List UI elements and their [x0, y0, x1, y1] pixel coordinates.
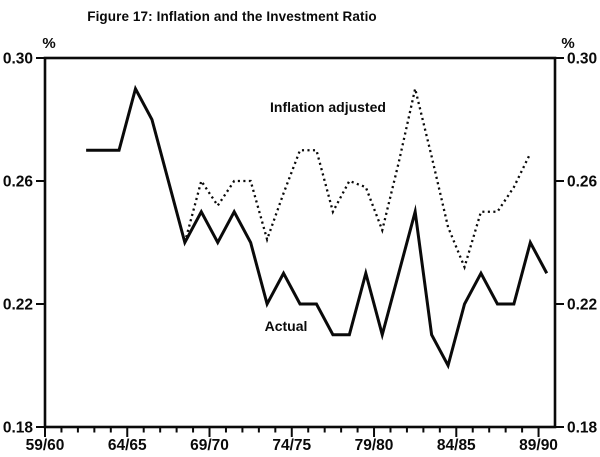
- y-tick-label-left: 0.26: [3, 174, 34, 191]
- y-tick-label-right: 0.18: [567, 420, 598, 437]
- series-label-inflation-adjusted: Inflation adjusted: [270, 99, 386, 115]
- series-label-actual: Actual: [265, 318, 308, 334]
- x-tick-label: 64/65: [108, 437, 147, 454]
- x-tick-label: 74/75: [272, 437, 311, 454]
- y-right-unit-label: %: [561, 35, 574, 52]
- plot-frame: [43, 56, 557, 429]
- y-tick-label-left: 0.18: [3, 420, 34, 437]
- y-tick-label-left: 0.30: [3, 51, 33, 68]
- x-tick-label: 84/85: [437, 437, 476, 454]
- y-left-unit-label: %: [42, 35, 55, 52]
- y-tick-label-right: 0.22: [567, 297, 597, 314]
- data-series: [86, 84, 549, 370]
- y-tick-label-right: 0.30: [567, 51, 597, 68]
- y-tick-label-right: 0.26: [567, 174, 598, 191]
- chart-title: Figure 17: Inflation and the Investment …: [87, 9, 377, 24]
- actual-line: [86, 84, 549, 370]
- x-tick-label: 69/70: [190, 437, 229, 454]
- plot-border: [43, 56, 557, 429]
- inflation-adjusted-line: [183, 88, 532, 271]
- y-tick-label-left: 0.22: [3, 297, 33, 314]
- axis-ticks: [36, 57, 564, 437]
- x-tick-label: 79/80: [355, 437, 394, 454]
- x-tick-label: 59/60: [26, 437, 65, 454]
- x-tick-label: 89/90: [519, 437, 558, 454]
